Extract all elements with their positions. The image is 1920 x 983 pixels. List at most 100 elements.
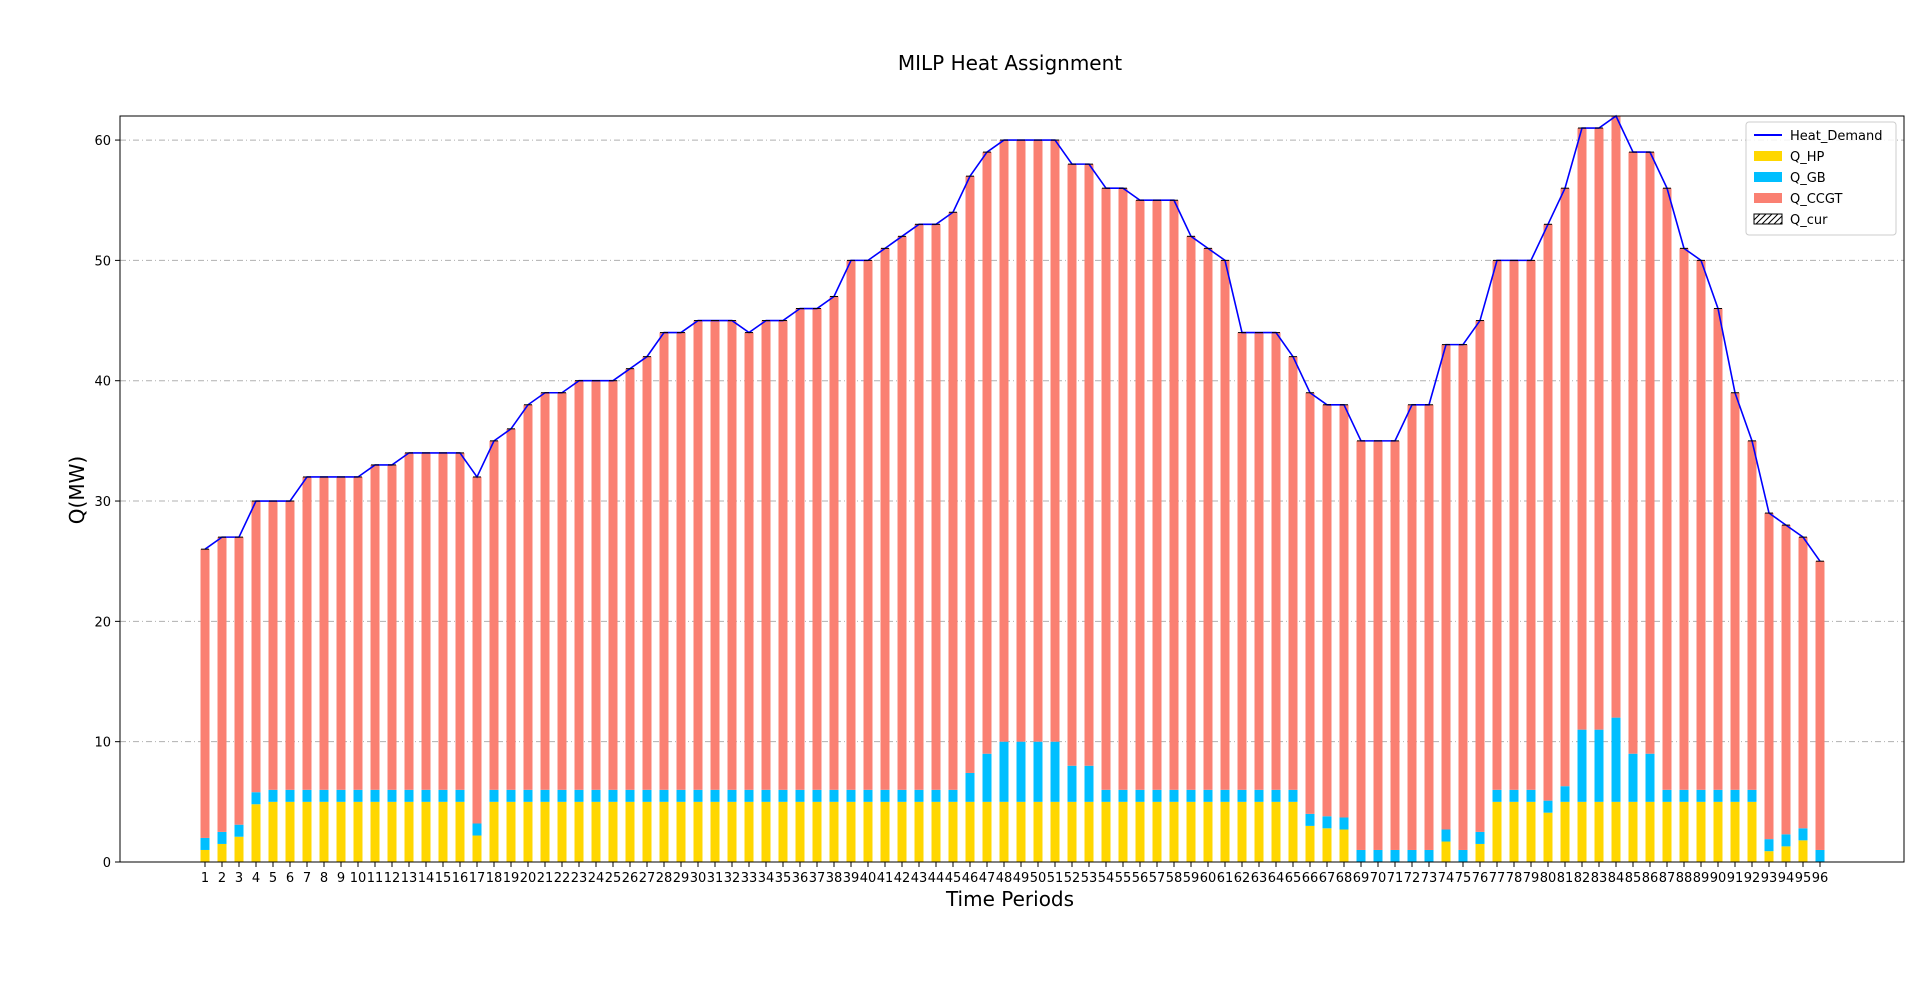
bar-q-gb (455, 789, 465, 802)
bar-q-ccgt (999, 140, 1009, 742)
bar-q-gb (914, 789, 924, 802)
bar-q-gb (1560, 786, 1570, 802)
x-tick-label: 34 (758, 871, 775, 886)
x-tick-label: 41 (877, 871, 894, 886)
bar-q-gb (1679, 789, 1689, 802)
bar-q-ccgt (1509, 260, 1519, 790)
x-tick-label: 79 (1523, 871, 1540, 886)
bar-q-gb (1084, 765, 1094, 802)
x-tick-label: 36 (792, 871, 809, 886)
bar-q-ccgt (1339, 404, 1349, 818)
bar-q-hp (1713, 801, 1723, 862)
legend-label-q-hp: Q_HP (1790, 150, 1825, 165)
bar-q-gb (591, 789, 601, 802)
bar-q-hp (489, 801, 499, 862)
bar-q-hp (608, 801, 618, 862)
x-axis: 1 2 3 4 5 6 7 8 9 10 11 12 13 14 15 16 17 18 19 20 21 22 23 24 2… (201, 862, 1828, 886)
bar-q-gb (1067, 765, 1077, 802)
x-tick-label: 13 (401, 871, 418, 886)
bar-q-hp (1203, 801, 1213, 862)
x-tick-label: 64 (1268, 871, 1285, 886)
x-tick-label: 30 (690, 871, 707, 886)
x-tick-label: 38 (826, 871, 843, 886)
bar-q-gb (472, 823, 482, 836)
x-tick-label: 70 (1370, 871, 1387, 886)
x-tick-label: 75 (1455, 871, 1472, 886)
bar-q-gb (1050, 741, 1060, 802)
bar-q-ccgt (965, 176, 975, 773)
bar-q-hp (1611, 801, 1621, 862)
x-tick-label: 67 (1319, 871, 1336, 886)
x-tick-label: 66 (1302, 871, 1319, 886)
x-tick-label: 81 (1557, 871, 1574, 886)
bar-q-hp (1271, 801, 1281, 862)
y-tick-label: 30 (94, 495, 111, 510)
bar-q-ccgt (1288, 356, 1298, 790)
x-tick-label: 69 (1353, 871, 1370, 886)
bar-q-hp (1543, 812, 1553, 862)
bar-q-gb (727, 789, 737, 802)
bar-q-gb (1475, 831, 1485, 844)
y-axis: 0 10 20 30 40 50 60 (94, 134, 120, 871)
bar-q-ccgt (659, 332, 669, 790)
bar-q-ccgt (200, 549, 210, 838)
bar-q-ccgt (1441, 344, 1451, 830)
x-tick-label: 46 (962, 871, 979, 886)
bar-q-gb (625, 789, 635, 802)
bar-q-ccgt (846, 260, 856, 790)
x-tick-label: 87 (1659, 871, 1676, 886)
bar-q-hp (540, 801, 550, 862)
bar-q-gb (285, 789, 295, 802)
bar-q-gb (1390, 849, 1400, 862)
bar-q-hp (1679, 801, 1689, 862)
bar-q-gb (659, 789, 669, 802)
bar-q-ccgt (744, 332, 754, 790)
y-tick-label: 0 (103, 856, 111, 871)
bar-q-ccgt (1067, 164, 1077, 766)
bar-q-gb (676, 789, 686, 802)
bar-q-hp (557, 801, 567, 862)
bar-q-ccgt (1730, 392, 1740, 790)
bar-q-gb (1339, 817, 1349, 830)
x-tick-label: 1 (201, 871, 209, 886)
bar-q-gb (489, 789, 499, 802)
x-tick-label: 80 (1540, 871, 1557, 886)
bar-q-hp (421, 801, 431, 862)
x-tick-label: 7 (303, 871, 311, 886)
x-tick-label: 44 (928, 871, 945, 886)
x-axis-label: Time Periods (945, 887, 1074, 911)
bar-q-gb (1237, 789, 1247, 802)
bar-q-ccgt (234, 537, 244, 825)
bar-q-gb (812, 789, 822, 802)
bar-q-ccgt (1220, 260, 1230, 790)
bar-q-hp (268, 801, 278, 862)
bar-q-hp (1067, 801, 1077, 862)
x-tick-label: 74 (1438, 871, 1455, 886)
bar-q-ccgt (676, 332, 686, 790)
grid-lines (120, 139, 1904, 743)
bar-q-hp (1169, 801, 1179, 862)
bar-q-gb (948, 789, 958, 802)
plot-frame (119, 115, 1905, 863)
x-tick-label: 25 (605, 871, 622, 886)
bar-q-ccgt (1526, 260, 1536, 790)
x-tick-label: 50 (1030, 871, 1047, 886)
bar-q-hp (1730, 801, 1740, 862)
x-tick-label: 11 (367, 871, 384, 886)
bar-q-gb (1186, 789, 1196, 802)
bar-q-ccgt (1305, 392, 1315, 814)
bar-q-hp (506, 801, 516, 862)
legend-label-q-ccgt: Q_CCGT (1790, 192, 1842, 207)
bar-q-hp (438, 801, 448, 862)
bar-q-ccgt (489, 440, 499, 790)
bar-q-ccgt (1662, 188, 1672, 790)
bar-q-gb (1254, 789, 1264, 802)
y-axis-label: Q(MW) (65, 456, 89, 524)
x-tick-label: 92 (1744, 871, 1761, 886)
bar-q-hp (863, 801, 873, 862)
x-tick-label: 23 (571, 871, 588, 886)
x-tick-label: 54 (1098, 871, 1115, 886)
bar-q-hp (1254, 801, 1264, 862)
bar-q-gb (778, 789, 788, 802)
bar-q-hp (285, 801, 295, 862)
